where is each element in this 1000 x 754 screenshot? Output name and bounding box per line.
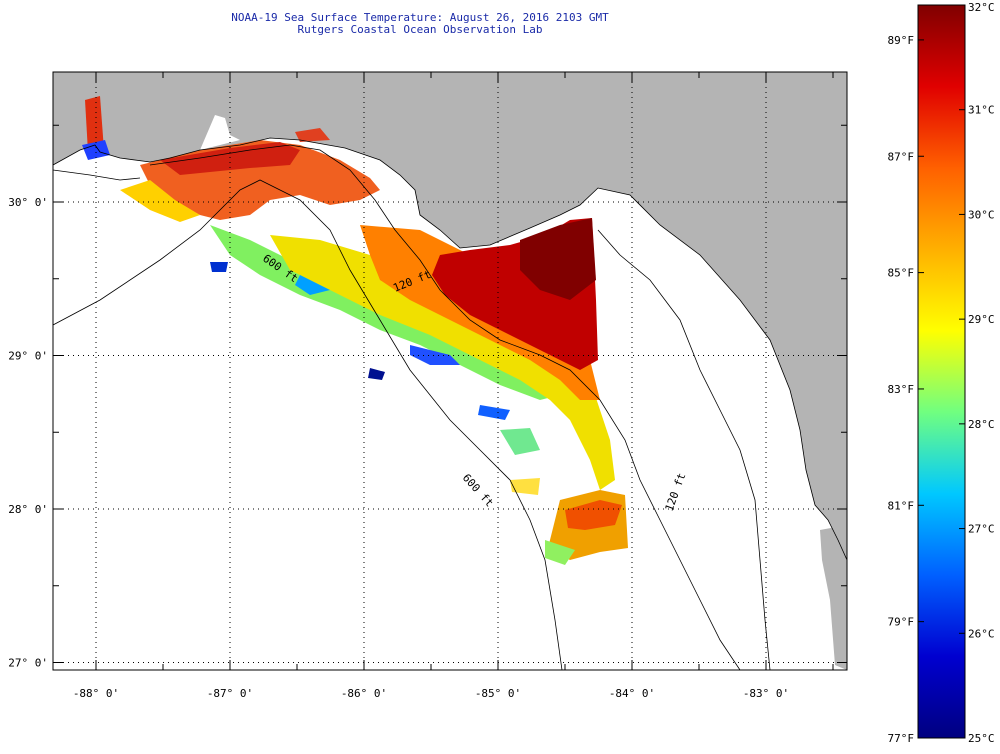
lon-label: -83° 0' bbox=[743, 687, 789, 700]
sst-band-yellow bbox=[270, 235, 615, 490]
sst-patch-south-green bbox=[545, 540, 575, 565]
map-title: NOAA-19 Sea Surface Temperature: August … bbox=[231, 11, 609, 24]
sst-field bbox=[82, 96, 628, 565]
axis-labels: -88° 0' -87° 0' -86° 0' -85° 0' -84° 0' -83° … bbox=[8, 196, 789, 700]
colorbar bbox=[917, 4, 966, 739]
coastline bbox=[53, 137, 847, 561]
colorbar-label-c: 26°C bbox=[968, 627, 995, 640]
land-sliver-se bbox=[820, 525, 847, 670]
isobath-600ft bbox=[53, 179, 563, 670]
lon-label: -86° 0' bbox=[341, 687, 387, 700]
colorbar-label-f: 77°F bbox=[888, 732, 915, 745]
sst-patch-panhandle bbox=[85, 96, 104, 152]
colorbar-label-f: 81°F bbox=[888, 499, 915, 512]
sst-patch-south-core bbox=[565, 500, 622, 530]
colorbar-label-f: 89°F bbox=[888, 34, 915, 47]
colorbar-label-f: 79°F bbox=[888, 616, 915, 629]
lon-label: -85° 0' bbox=[475, 687, 521, 700]
sst-patch-green-2 bbox=[500, 428, 540, 455]
isobath-600ft-east bbox=[597, 229, 771, 670]
colorbar-label-c: 29°C bbox=[968, 313, 995, 326]
map-frame bbox=[52, 71, 848, 671]
isobath-120ft-west bbox=[53, 169, 141, 181]
lon-label: -84° 0' bbox=[609, 687, 655, 700]
lat-label: 30° 0' bbox=[8, 196, 48, 209]
sst-patch-yellow-2 bbox=[510, 478, 540, 495]
map-area: 120 ft 600 ft 600 ft 120 ft bbox=[53, 72, 847, 670]
sst-patch-cool-1 bbox=[295, 275, 330, 295]
map-subtitle: Rutgers Coastal Ocean Observation Lab bbox=[297, 23, 543, 36]
sst-patch-west-edge bbox=[120, 180, 200, 222]
sst-patch-cool-4 bbox=[478, 405, 510, 420]
lat-label: 27° 0' bbox=[8, 657, 48, 670]
sst-patch-cool-2 bbox=[410, 345, 460, 365]
sst-patch-bay bbox=[295, 128, 330, 142]
sst-patch-cool-5 bbox=[210, 262, 228, 272]
colorbar-label-c: 28°C bbox=[968, 418, 995, 431]
colorbar-label-f: 85°F bbox=[888, 267, 915, 280]
colorbar-label-c: 30°C bbox=[968, 208, 995, 221]
sst-patch-panhandle-blue bbox=[82, 140, 110, 160]
colorbar-label-f: 87°F bbox=[888, 150, 915, 163]
colorbar-label-c: 32°C bbox=[968, 1, 995, 14]
land-bay bbox=[200, 115, 240, 150]
colorbar-label-f: 83°F bbox=[888, 383, 915, 396]
sst-patch-hottest bbox=[520, 218, 596, 300]
colorbar-labels: 32°C 31°C 30°C 29°C 28°C 27°C 26°C 25°C 89°F 87°F… bbox=[888, 1, 995, 745]
land-mass bbox=[53, 72, 847, 560]
sst-patch-cool-3 bbox=[368, 368, 385, 380]
colorbar-label-c: 31°C bbox=[968, 104, 995, 117]
lon-label: -88° 0' bbox=[73, 687, 119, 700]
sst-patch-west-core bbox=[160, 142, 300, 175]
lat-label: 29° 0' bbox=[8, 350, 48, 363]
colorbar-label-c: 25°C bbox=[968, 732, 995, 745]
isobath-120ft bbox=[149, 144, 741, 670]
lat-label: 28° 0' bbox=[8, 503, 48, 516]
colorbar-label-c: 27°C bbox=[968, 523, 995, 536]
lon-label: -87° 0' bbox=[207, 687, 253, 700]
map-ticks bbox=[53, 72, 847, 670]
